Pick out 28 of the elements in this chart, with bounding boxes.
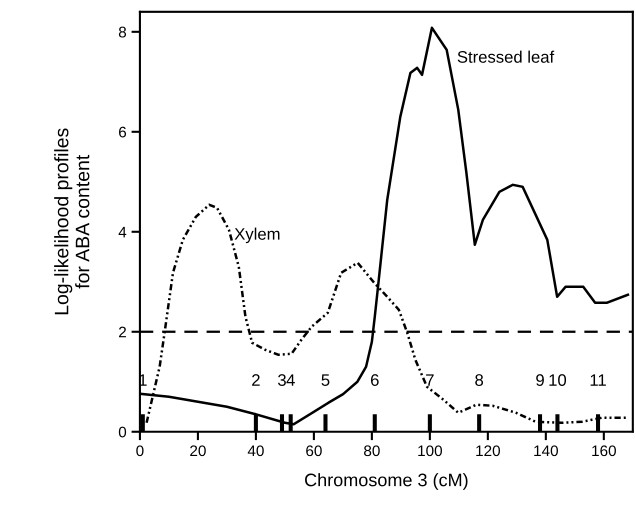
annotation: 6 bbox=[370, 374, 379, 386]
x-tick-label: 60 bbox=[306, 445, 322, 456]
y-tick-label: 6 bbox=[119, 126, 126, 138]
y-tick-label: 8 bbox=[118, 26, 126, 38]
series-label: Stressed leaf bbox=[458, 50, 554, 63]
y-axis-title: Log-likelihood profiles for ABA content bbox=[54, 128, 90, 314]
annotation: 9 bbox=[536, 374, 544, 386]
annotation: 4 bbox=[286, 374, 295, 386]
annotation: 10 bbox=[549, 374, 566, 386]
y-tick-label: 4 bbox=[118, 226, 126, 238]
annotation: 2 bbox=[252, 374, 260, 386]
annotation: 7 bbox=[426, 374, 434, 386]
x-axis-title: Chromosome 3 (cM) bbox=[305, 473, 468, 490]
x-tick-label: 120 bbox=[476, 445, 500, 456]
y-tick-label: 2 bbox=[119, 326, 126, 338]
x-tick-label: 0 bbox=[136, 445, 144, 456]
x-tick-label: 40 bbox=[248, 445, 264, 456]
y-tick-label: 0 bbox=[118, 426, 126, 438]
annotation: 8 bbox=[475, 374, 484, 386]
x-tick-label: 80 bbox=[364, 445, 380, 456]
annotation: 5 bbox=[322, 374, 330, 386]
annotation: 11 bbox=[590, 374, 606, 386]
series-label: Xylem bbox=[234, 228, 280, 244]
annotation: 3 bbox=[278, 374, 286, 386]
x-tick-label: 20 bbox=[190, 445, 206, 456]
x-tick-label: 160 bbox=[592, 445, 616, 456]
x-tick-label: 140 bbox=[534, 445, 558, 456]
x-tick-label: 100 bbox=[418, 445, 442, 456]
